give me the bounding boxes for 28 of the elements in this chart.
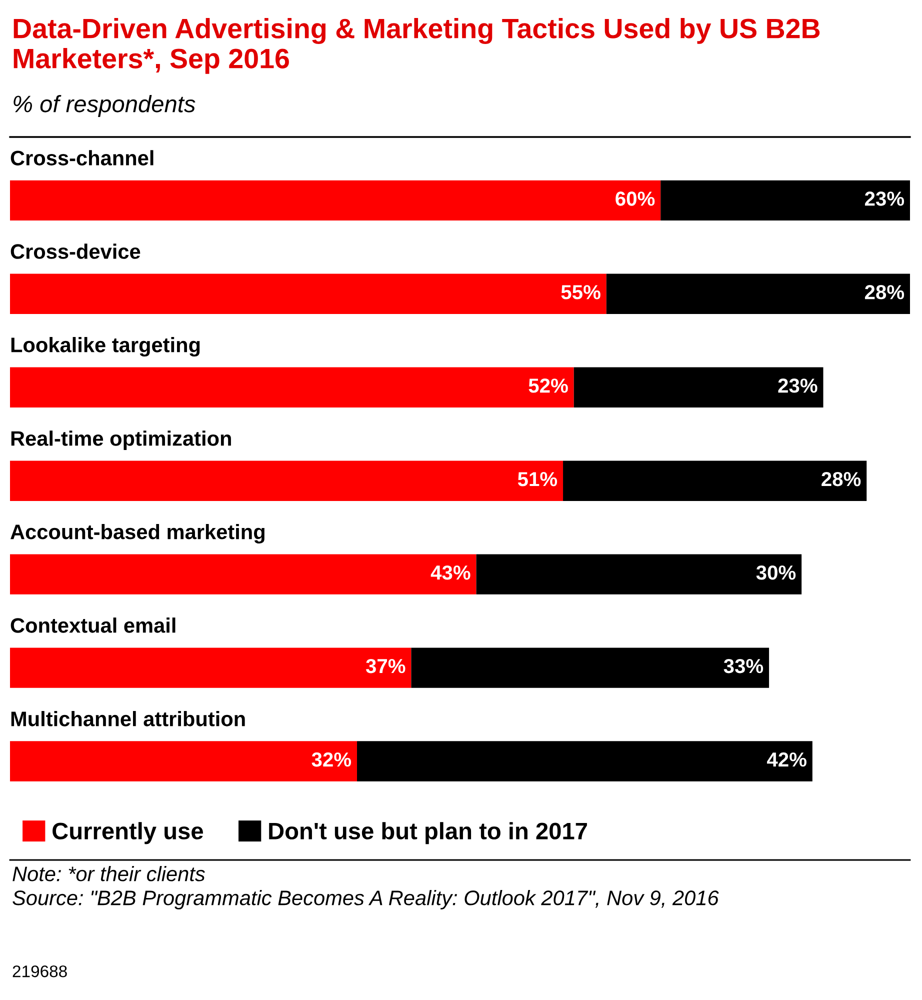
y-tick-label: Real-time optimization (11, 430, 231, 450)
legend-label: Currently use (52, 822, 203, 844)
data-label: 52% (528, 378, 568, 393)
y-tick-label: Cross-channel (10, 150, 154, 166)
y-tick-label: Contextual email (10, 618, 176, 633)
data-label: 23% (864, 192, 904, 206)
source-note: Source: "B2B Programmatic Becomes A Reality: Outlook 2017", Nov 9, 2016 (12, 890, 719, 910)
data-label: 37% (366, 658, 406, 674)
data-label: 43% (430, 565, 470, 580)
y-tick-label: Lookalike targeting (11, 337, 200, 357)
data-label: 23% (778, 378, 818, 393)
chart-title: Data-Driven Advertising & Marketing Tactics Used by US B2B Marketers*, Sep 2016 (14, 18, 820, 74)
data-label: 28% (822, 472, 861, 486)
legend-label: Don't use but plan to in 2017 (269, 822, 587, 844)
text: Note: *or their clients (12, 866, 205, 882)
data-label: 32% (312, 752, 352, 767)
data-label: 55% (561, 285, 600, 300)
y-tick-label: Multichannel attribution (11, 711, 245, 726)
data-label: 30% (756, 565, 796, 580)
chart-subtitle: % of respondents (14, 95, 196, 118)
text: 219688 (12, 965, 67, 978)
data-label: 60% (616, 192, 655, 206)
data-label: 51% (518, 472, 558, 486)
y-tick-label: Cross-device (10, 244, 140, 259)
y-tick-label: Account-based marketing (10, 524, 264, 544)
data-label: 33% (724, 658, 764, 674)
data-label: 28% (864, 285, 904, 300)
data-label: 42% (766, 752, 806, 767)
